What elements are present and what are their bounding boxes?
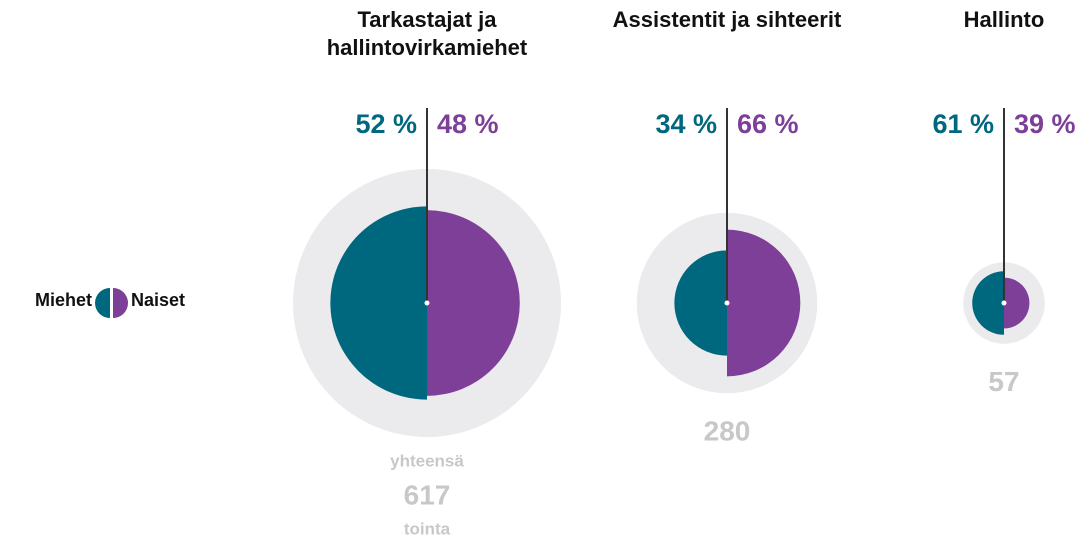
total-value: 617: [404, 479, 451, 510]
legend-swatch: [113, 288, 128, 318]
women-label: 66 %: [737, 109, 799, 139]
women-half: [1004, 277, 1030, 329]
legend-swatch: [95, 288, 110, 318]
men-half: [330, 206, 427, 400]
legend-label: Miehet: [35, 290, 92, 310]
men-label: 61 %: [932, 109, 994, 139]
men-half: [972, 271, 1004, 335]
women-half: [727, 229, 801, 377]
women-half: [427, 210, 520, 396]
total-value: 280: [704, 416, 751, 447]
women-label: 48 %: [437, 109, 499, 139]
total-caption: yhteensä: [390, 451, 464, 470]
men-label: 34 %: [655, 109, 717, 139]
group-title: Tarkastajat ja hallintovirkamiehet: [326, 7, 528, 60]
men-label: 52 %: [355, 109, 417, 139]
total-value: 57: [988, 366, 1019, 397]
group-title: Hallinto: [963, 7, 1045, 32]
center-dot: [424, 300, 430, 306]
center-dot: [1001, 300, 1007, 306]
legend-label: Naiset: [131, 290, 185, 310]
center-dot: [724, 300, 730, 306]
women-label: 39 %: [1014, 109, 1076, 139]
total-unit: tointa: [404, 519, 451, 538]
men-half: [674, 250, 727, 356]
group-title: Assistentit ja sihteerit: [612, 7, 842, 32]
